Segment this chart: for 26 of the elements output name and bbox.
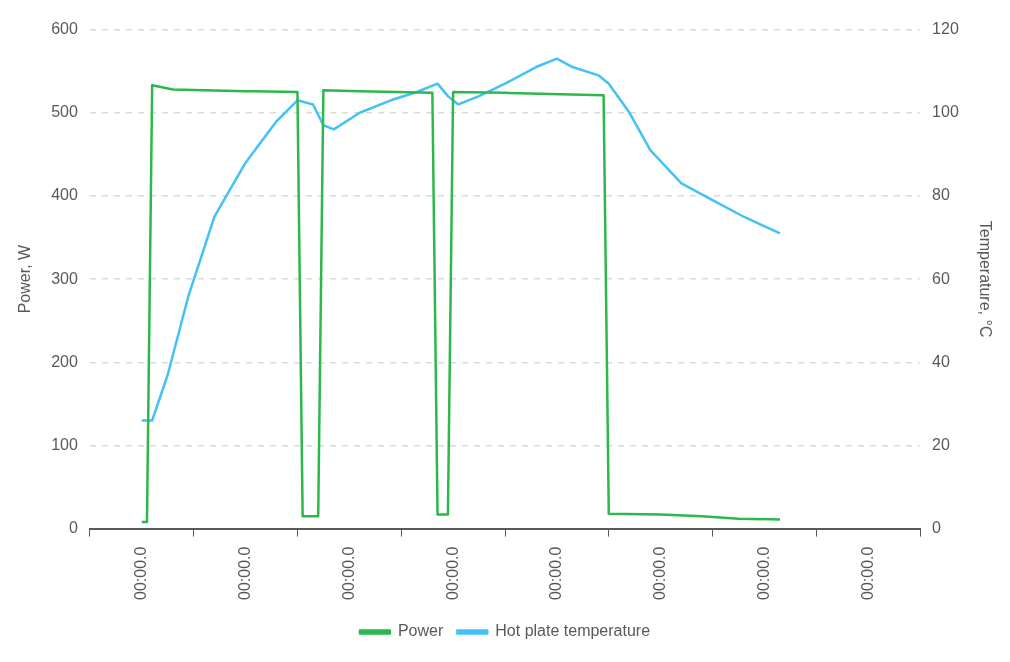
y2-tick-label: 80	[932, 186, 950, 204]
legend-label: Power	[397, 622, 444, 640]
y2-tick-label: 40	[932, 352, 950, 370]
x-tick-label: 00:00.0	[651, 546, 669, 601]
y2-tick-label: 100	[932, 103, 959, 121]
x-tick-label: 00:00.0	[443, 546, 461, 601]
y-tick-label: 300	[51, 269, 78, 287]
y2-tick-label: 0	[932, 519, 942, 537]
y2-tick-label: 60	[932, 269, 950, 287]
x-tick-label: 00:00.0	[339, 546, 357, 601]
legend-label: Hot plate temperature	[495, 622, 651, 640]
y-tick-label: 100	[51, 435, 78, 453]
x-tick-label: 00:00.0	[235, 546, 253, 601]
y-tick-label: 0	[68, 519, 78, 537]
y2-tick-label: 120	[932, 20, 959, 38]
y-tick-label: 200	[51, 352, 78, 370]
y-tick-label: 400	[51, 186, 78, 204]
y-axis-title: Power, W	[16, 243, 34, 314]
x-tick-label: 00:00.0	[132, 546, 150, 601]
x-tick-label: 00:00.0	[547, 546, 565, 601]
y2-tick-label: 20	[932, 435, 950, 453]
y-tick-label: 600	[51, 20, 78, 38]
y-tick-label: 500	[51, 103, 78, 121]
y2-axis-title: Temperature, °C	[976, 220, 994, 338]
x-tick-label: 00:00.0	[754, 546, 772, 601]
x-tick-label: 00:00.0	[858, 546, 876, 601]
